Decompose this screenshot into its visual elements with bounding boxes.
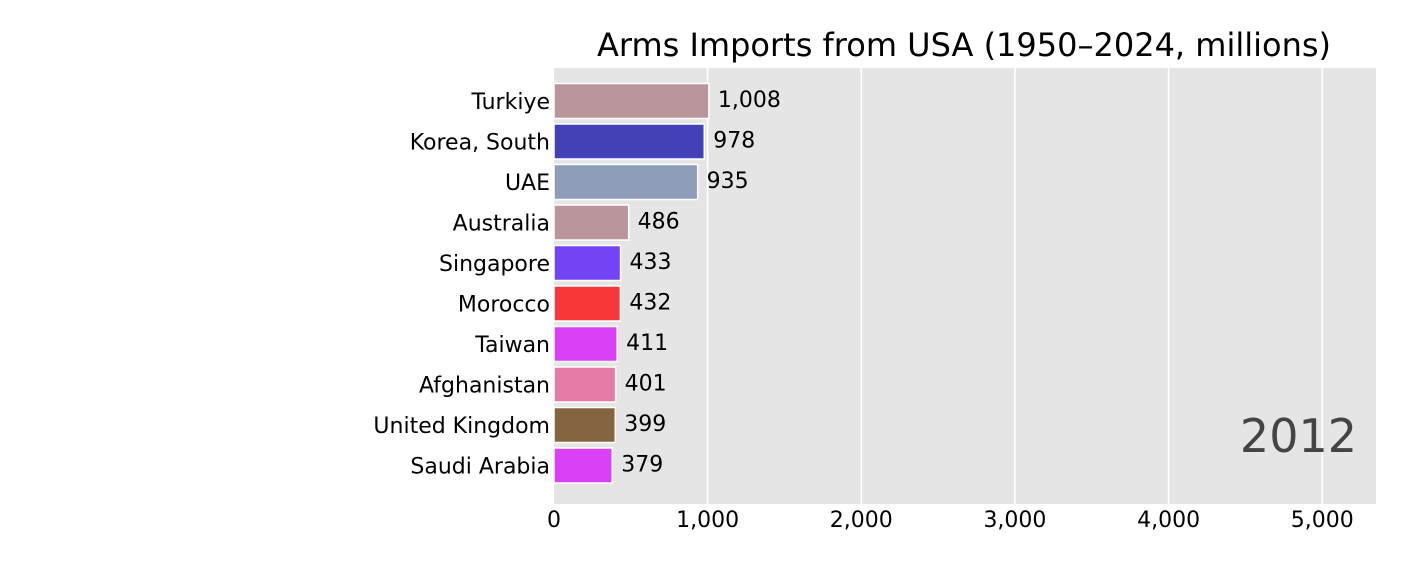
bar-singapore xyxy=(553,244,622,282)
value-label: 379 xyxy=(621,453,663,478)
category-label: UAE xyxy=(505,171,550,196)
category-label: Korea, South xyxy=(410,131,550,156)
value-label: 978 xyxy=(713,129,755,154)
bars xyxy=(553,82,710,484)
labels: 0 1,000 2,000 3,000 4,000 5,000 Turkiye 1,008 Ko… xyxy=(373,88,1353,533)
grid-lines xyxy=(706,68,1324,504)
value-label: 432 xyxy=(629,291,671,316)
bar-australia xyxy=(553,204,630,241)
value-label: 486 xyxy=(638,210,680,235)
value-label: 433 xyxy=(630,250,672,275)
category-label: Turkiye xyxy=(471,90,551,115)
bar-uae xyxy=(553,163,699,201)
value-label: 1,008 xyxy=(718,88,781,113)
x-tick-label: 0 xyxy=(547,508,561,533)
x-tick-label: 3,000 xyxy=(983,508,1046,533)
bar-morocco xyxy=(553,285,622,322)
bar-afghanistan xyxy=(553,366,617,403)
category-label: Singapore xyxy=(439,252,550,277)
category-label: United Kingdom xyxy=(373,414,550,439)
bar-taiwan xyxy=(553,325,618,363)
value-label: 401 xyxy=(625,372,667,397)
x-tick-label: 2,000 xyxy=(830,508,893,533)
bar-turkiye xyxy=(553,82,710,120)
bar-saudi-arabia xyxy=(553,447,613,484)
category-label: Taiwan xyxy=(474,333,550,358)
x-tick-label: 4,000 xyxy=(1137,508,1200,533)
value-label: 935 xyxy=(707,169,749,194)
category-label: Saudi Arabia xyxy=(410,455,550,480)
chart-title: Arms Imports from USA (1950–2024, millio… xyxy=(597,26,1331,64)
category-label: Afghanistan xyxy=(419,374,550,399)
value-label: 411 xyxy=(626,331,668,356)
year-label: 2012 xyxy=(1240,409,1357,463)
bar-korea-south xyxy=(553,123,706,160)
category-label: Australia xyxy=(453,212,550,237)
bar-united-kingdom xyxy=(553,406,617,444)
value-label: 399 xyxy=(624,412,666,437)
category-label: Morocco xyxy=(458,293,550,318)
x-tick-label: 1,000 xyxy=(676,508,739,533)
x-tick-label: 5,000 xyxy=(1291,508,1354,533)
